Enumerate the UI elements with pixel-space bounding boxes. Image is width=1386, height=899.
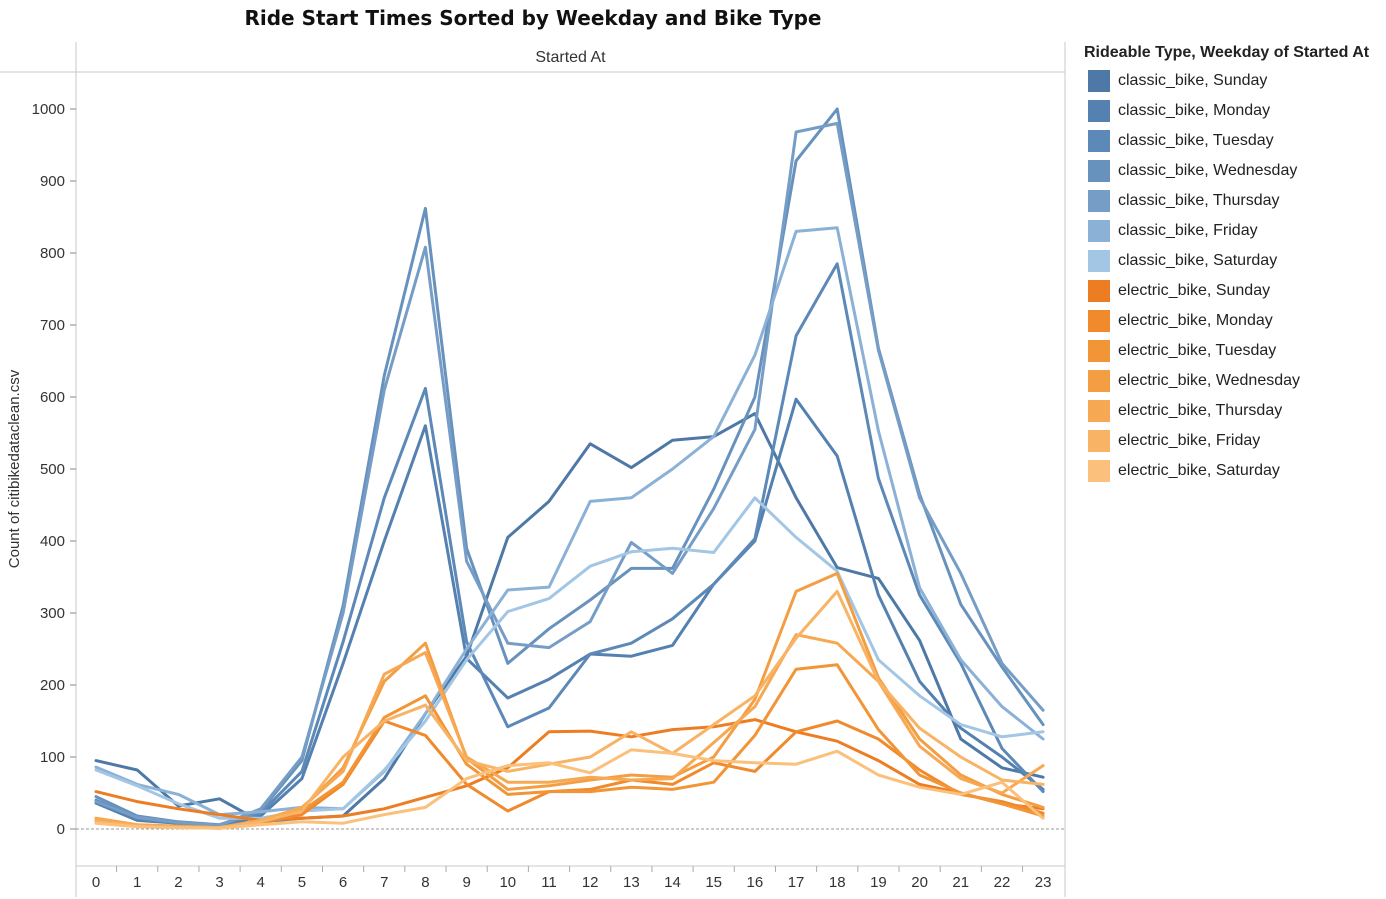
x-tick-label: 16 (747, 874, 764, 891)
y-tick-label: 1000 (32, 101, 65, 118)
x-tick-label: 2 (174, 874, 182, 891)
series-line-electric-bike-saturday (94, 748, 1045, 830)
legend-swatch (1088, 340, 1110, 362)
series-line-electric-bike-friday (94, 589, 1045, 830)
chart-title: Ride Start Times Sorted by Weekday and B… (244, 6, 822, 30)
legend-swatch (1088, 280, 1110, 302)
series-line-classic-bike-friday (94, 226, 1045, 817)
x-tick-label: 11 (541, 874, 557, 891)
legend-label: classic_bike, Sunday (1118, 72, 1268, 89)
legend-item-classic-bike-friday[interactable]: classic_bike, Friday (1084, 216, 1384, 246)
legend-swatch (1088, 130, 1110, 152)
legend-swatch (1088, 310, 1110, 332)
column-header-label: Started At (535, 49, 606, 66)
legend-label: electric_bike, Saturday (1118, 462, 1280, 479)
legend-swatch (1088, 430, 1110, 452)
legend-label: classic_bike, Monday (1118, 102, 1271, 119)
legend-item-electric-bike-wednesday[interactable]: electric_bike, Wednesday (1084, 366, 1384, 396)
legend-label: classic_bike, Thursday (1118, 192, 1280, 209)
x-tick-label: 21 (952, 874, 969, 891)
legend-item-classic-bike-thursday[interactable]: classic_bike, Thursday (1084, 186, 1384, 216)
series-line-classic-bike-tuesday (94, 262, 1045, 827)
legend-swatch (1088, 250, 1110, 272)
legend-item-classic-bike-wednesday[interactable]: classic_bike, Wednesday (1084, 156, 1384, 186)
legend-swatch (1088, 460, 1110, 482)
legend-swatch (1088, 100, 1110, 122)
x-tick-label: 1 (133, 874, 141, 891)
y-tick-label: 600 (40, 389, 65, 406)
legend-item-electric-bike-sunday[interactable]: electric_bike, Sunday (1084, 276, 1384, 306)
x-tick-label: 20 (911, 874, 928, 891)
series-line-electric-bike-tuesday (94, 663, 1045, 830)
legend: Rideable Type, Weekday of Started At cla… (1084, 44, 1384, 486)
legend-item-classic-bike-tuesday[interactable]: classic_bike, Tuesday (1084, 126, 1384, 156)
x-tick-label: 5 (298, 874, 306, 891)
y-tick-label: 500 (40, 461, 65, 478)
legend-label: electric_bike, Wednesday (1118, 372, 1301, 389)
x-tick-label: 12 (582, 874, 599, 891)
series-lines (94, 107, 1045, 830)
legend-label: electric_bike, Sunday (1118, 282, 1271, 299)
legend-item-classic-bike-monday[interactable]: classic_bike, Monday (1084, 96, 1384, 126)
x-tick-label: 4 (257, 874, 265, 891)
legend-label: electric_bike, Tuesday (1118, 342, 1277, 359)
legend-label: electric_bike, Monday (1118, 312, 1273, 329)
x-tick-label: 23 (1035, 874, 1052, 891)
legend-swatch (1088, 70, 1110, 92)
legend-item-electric-bike-tuesday[interactable]: electric_bike, Tuesday (1084, 336, 1384, 366)
x-tick-label: 15 (705, 874, 722, 891)
legend-label: classic_bike, Saturday (1118, 252, 1278, 269)
legend-label: classic_bike, Friday (1118, 222, 1258, 239)
legend-label: classic_bike, Wednesday (1118, 162, 1298, 179)
legend-item-electric-bike-monday[interactable]: electric_bike, Monday (1084, 306, 1384, 336)
y-axis-title: Count of citibikedataclean.csv (6, 369, 23, 568)
y-tick-label: 800 (40, 245, 65, 262)
x-tick-label: 7 (380, 874, 388, 891)
legend-title: Rideable Type, Weekday of Started At (1084, 44, 1370, 61)
x-tick-label: 10 (499, 874, 516, 891)
x-tick-label: 14 (664, 874, 681, 891)
y-tick-label: 200 (40, 677, 65, 694)
y-tick-label: 700 (40, 317, 65, 334)
legend-items: classic_bike, Sunday classic_bike, Monday… (1084, 66, 1384, 486)
legend-item-classic-bike-saturday[interactable]: classic_bike, Saturday (1084, 246, 1384, 276)
x-tick-label: 13 (623, 874, 640, 891)
x-tick-label: 8 (421, 874, 429, 891)
y-tick-label: 900 (40, 173, 65, 190)
y-tick-label: 0 (57, 821, 65, 838)
x-tick-label: 19 (870, 874, 887, 891)
x-tick-label: 22 (994, 874, 1011, 891)
y-tick-label: 400 (40, 533, 65, 550)
x-tick-label: 18 (829, 874, 846, 891)
legend-swatch (1088, 370, 1110, 392)
legend-label: electric_bike, Thursday (1118, 402, 1283, 419)
legend-item-electric-bike-friday[interactable]: electric_bike, Friday (1084, 426, 1384, 456)
legend-label: electric_bike, Friday (1118, 432, 1261, 449)
legend-swatch (1088, 220, 1110, 242)
legend-swatch (1088, 190, 1110, 212)
series-line-electric-bike-sunday (94, 718, 1045, 822)
x-tick-label: 0 (92, 874, 100, 891)
x-tick-label: 9 (462, 874, 470, 891)
x-tick-label: 6 (339, 874, 347, 891)
legend-swatch (1088, 400, 1110, 422)
plot-frame: Started At (0, 42, 1066, 867)
legend-label: classic_bike, Tuesday (1118, 132, 1274, 149)
legend-item-classic-bike-sunday[interactable]: classic_bike, Sunday (1084, 66, 1384, 96)
legend-item-electric-bike-thursday[interactable]: electric_bike, Thursday (1084, 396, 1384, 426)
y-tick-label: 100 (40, 749, 65, 766)
x-tick-label: 3 (215, 874, 223, 891)
legend-swatch (1088, 160, 1110, 182)
y-tick-label: 300 (40, 605, 65, 622)
x-tick-label: 17 (788, 874, 805, 891)
legend-item-electric-bike-saturday[interactable]: electric_bike, Saturday (1084, 456, 1384, 486)
